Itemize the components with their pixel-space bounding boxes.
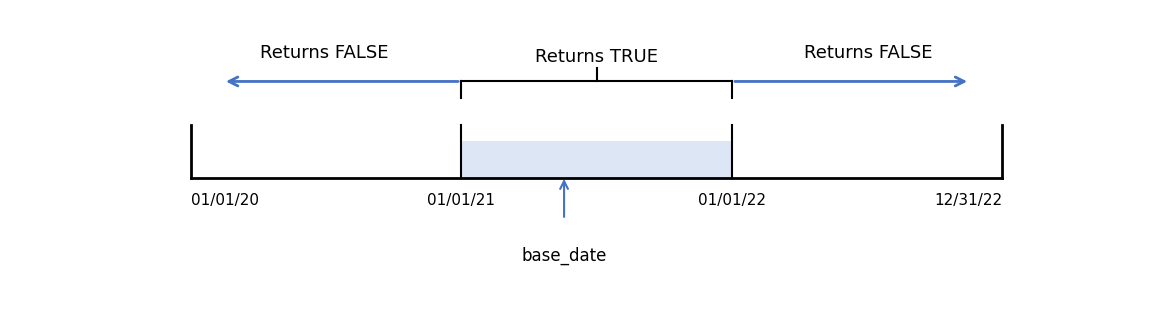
Text: 01/01/20: 01/01/20	[191, 193, 258, 208]
Text: 01/01/21: 01/01/21	[427, 193, 495, 208]
Text: Returns FALSE: Returns FALSE	[804, 44, 932, 62]
Bar	[461, 141, 732, 179]
Text: 01/01/22: 01/01/22	[698, 193, 766, 208]
Text: base_date: base_date	[521, 246, 606, 265]
Text: Returns TRUE: Returns TRUE	[535, 48, 658, 66]
Text: Returns FALSE: Returns FALSE	[261, 44, 389, 62]
Text: 12/31/22: 12/31/22	[935, 193, 1002, 208]
